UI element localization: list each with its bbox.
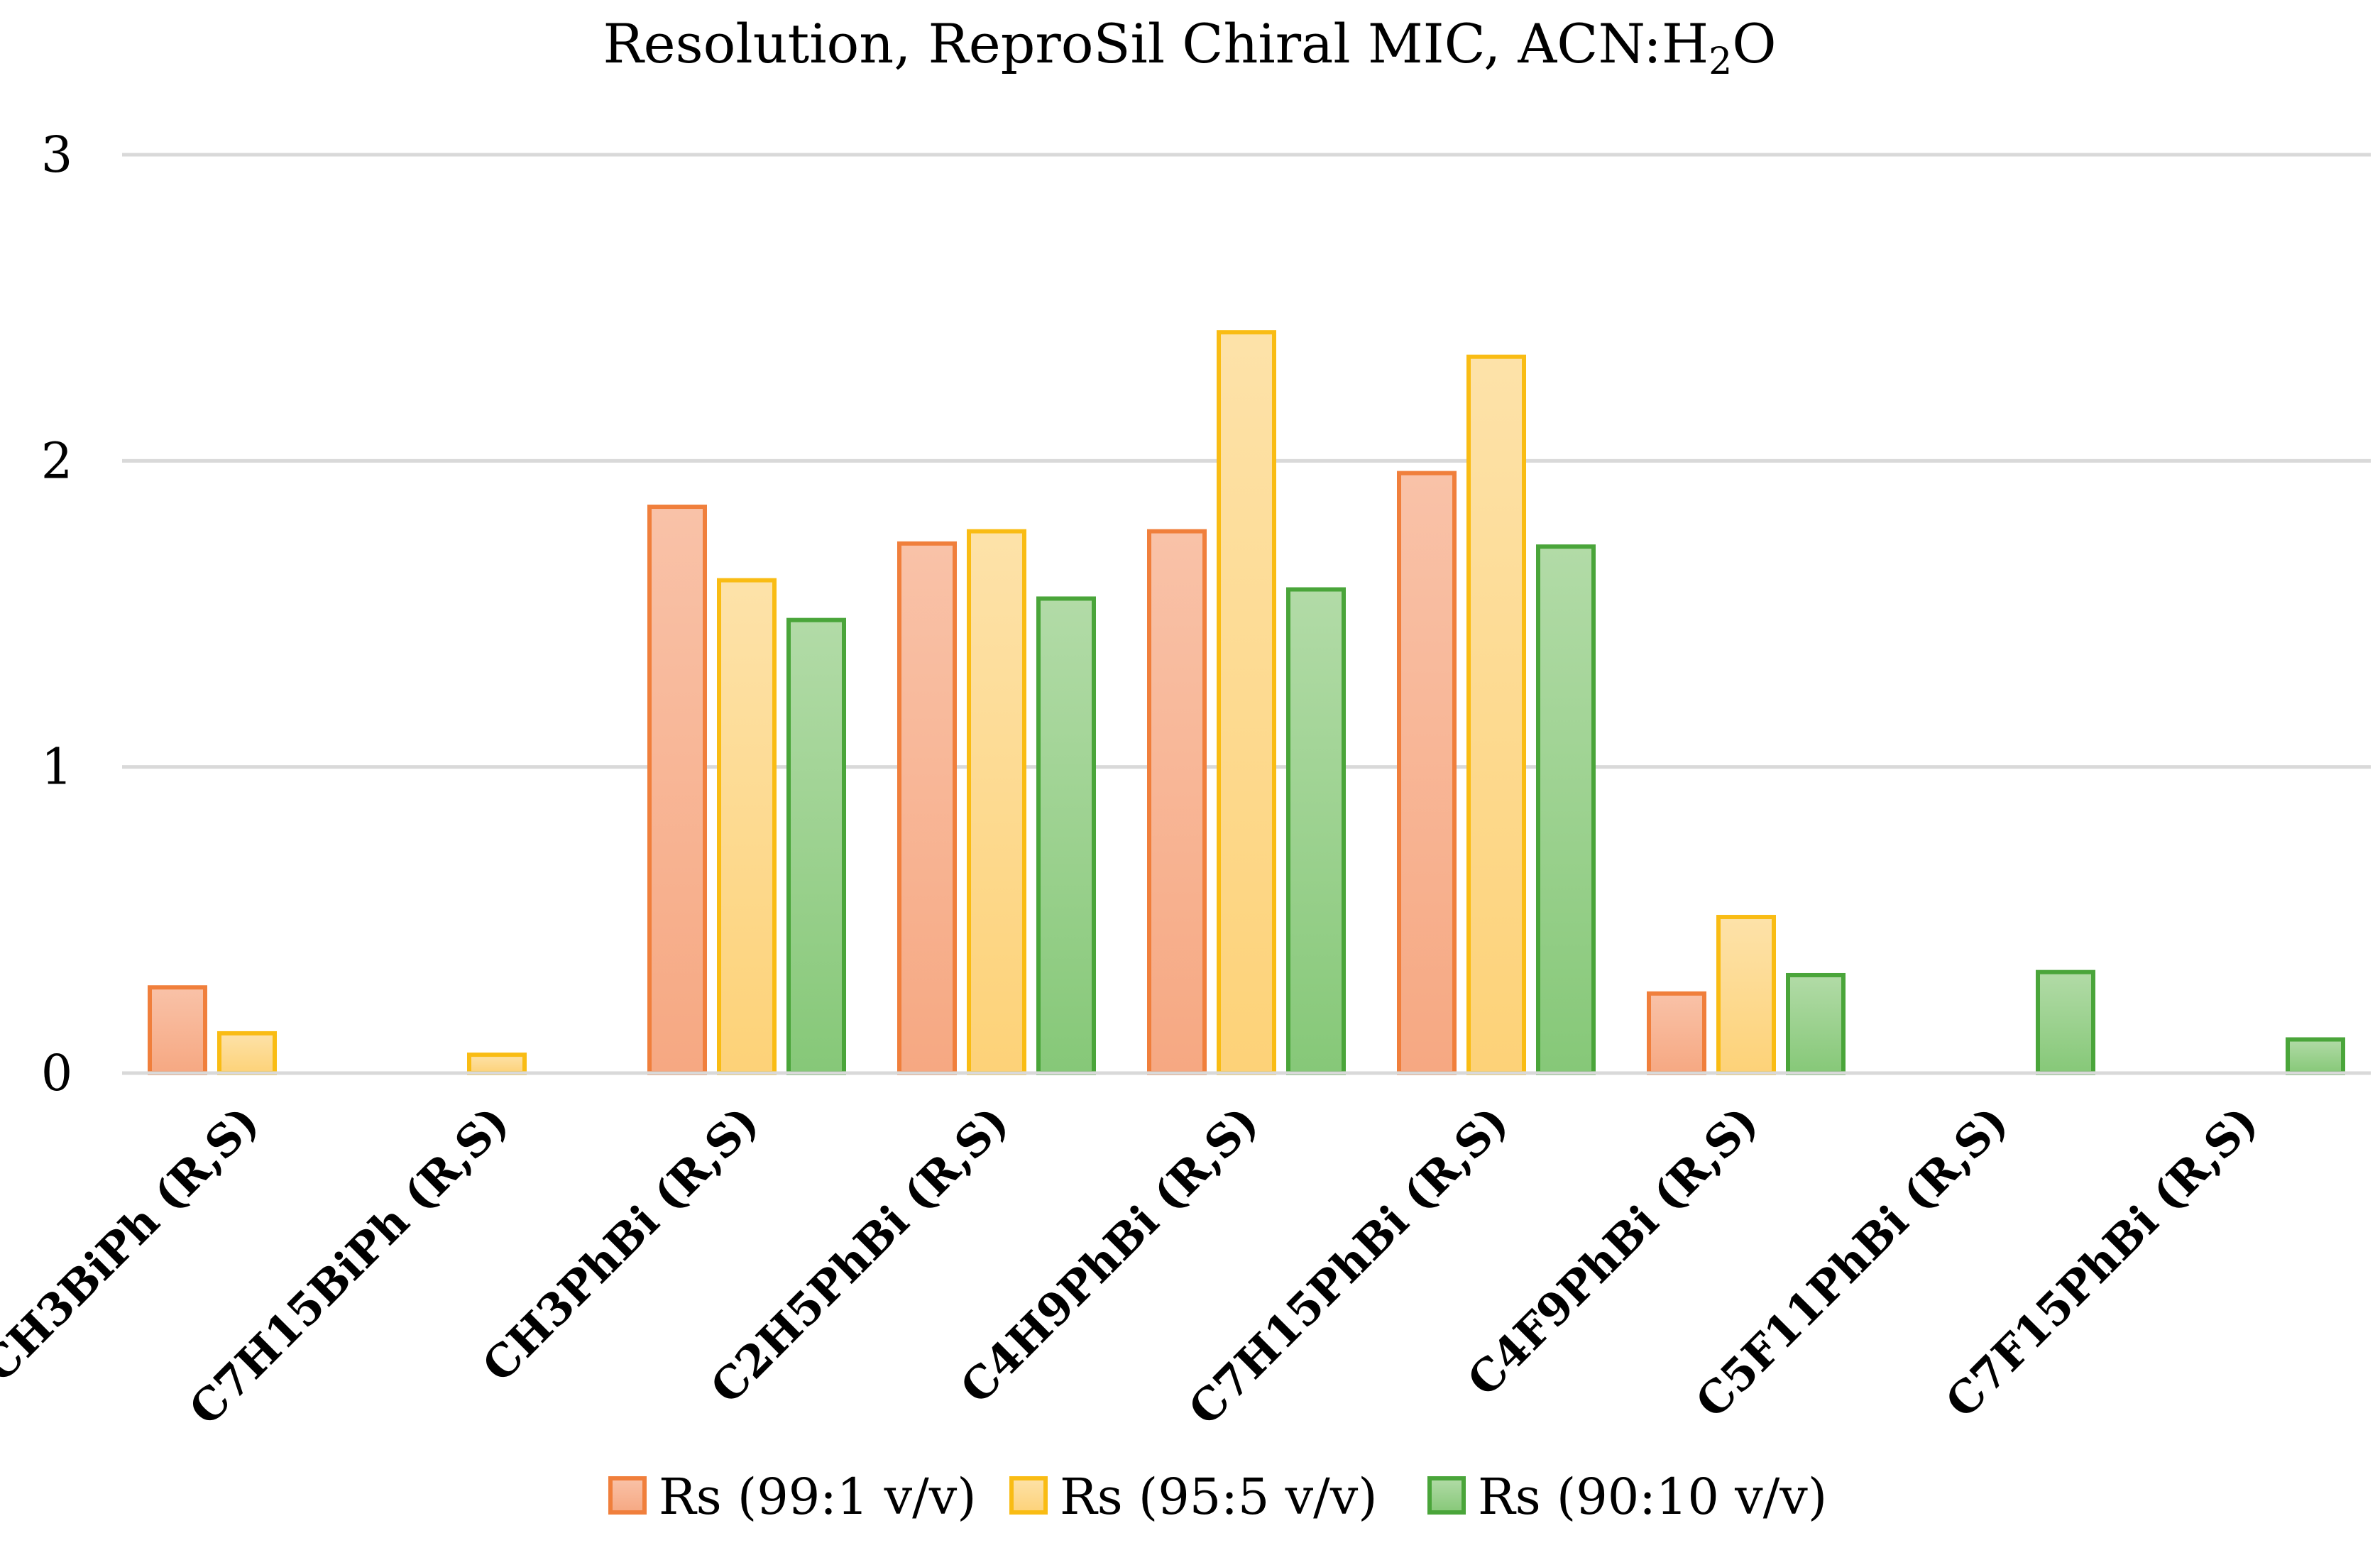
bar [1536, 544, 1596, 1075]
bar [647, 505, 707, 1075]
bar [1647, 991, 1706, 1076]
bar [1786, 972, 1846, 1076]
y-tick-label: 2 [41, 432, 73, 490]
bar [1716, 915, 1776, 1076]
bar [1217, 330, 1276, 1075]
y-tick-label: 1 [41, 738, 73, 796]
chart-title-main: Resolution, ReproSil Chiral MIC, ACN:H [603, 12, 1709, 75]
bar [1466, 354, 1526, 1075]
chart-title-subscript: 2 [1709, 40, 1732, 83]
x-tick-label: CH3BiPh (R,S) [0, 1096, 269, 1392]
chart-title: Resolution, ReproSil Chiral MIC, ACN:H2O [603, 12, 1776, 83]
bar [217, 1031, 277, 1075]
bar [717, 578, 777, 1075]
x-tick-label: CH3PhBi (R,S) [473, 1096, 769, 1392]
chart-title-tail: O [1732, 12, 1776, 75]
x-axis-ticks: CH3BiPh (R,S)C7H15BiPh (R,S)CH3PhBi (R,S… [0, 1096, 2268, 1435]
legend-label: Rs (99:1 v/v) [659, 1468, 977, 1526]
y-tick-label: 3 [41, 126, 73, 184]
legend-swatch [1009, 1476, 1048, 1515]
legend-label: Rs (95:5 v/v) [1060, 1468, 1378, 1526]
bar [1286, 587, 1346, 1075]
legend-label: Rs (90:10 v/v) [1478, 1468, 1827, 1526]
bar [786, 617, 846, 1075]
legend-swatch [1427, 1476, 1466, 1515]
bar [967, 529, 1026, 1075]
legend: Rs (99:1 v/v) Rs (95:5 v/v) Rs (90:10 v/v) [608, 1468, 1827, 1526]
y-tick-label: 0 [41, 1044, 73, 1102]
bar [897, 541, 957, 1075]
bar [467, 1053, 527, 1075]
bars [148, 330, 2345, 1076]
bar [1397, 471, 1457, 1075]
y-axis-ticks: 0 1 2 3 [41, 126, 73, 1102]
bar [148, 985, 207, 1076]
bar [1147, 529, 1207, 1075]
bar [2036, 969, 2095, 1076]
bar [1036, 596, 1096, 1075]
bar [2286, 1037, 2345, 1076]
legend-swatch [608, 1476, 647, 1515]
